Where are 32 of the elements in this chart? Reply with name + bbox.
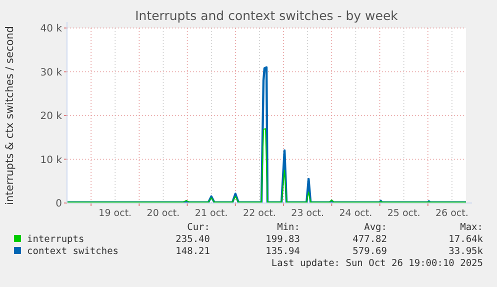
text: 235.40 [176,234,210,245]
line-series [66,66,468,204]
text: Min: [277,222,300,233]
line-series [66,128,466,203]
text: 17.64k [448,234,484,245]
text: Max: [460,222,483,233]
x-tick-label: 22 oct. [243,208,276,219]
chart-title: Interrupts and context switches - by week [135,8,399,23]
x-tick-label: 19 oct. [98,208,132,219]
legend-label: interrupts [27,234,84,245]
text: 135.94 [266,246,300,257]
x-tick-label: 21 oct. [194,208,228,219]
text: Avg: [364,222,387,233]
text: 199.83 [266,234,300,245]
legend-label: context switches [27,246,119,257]
text: 148.21 [176,246,210,257]
text: 477.82 [352,234,387,245]
y-tick-label: 40 k [40,24,62,34]
y-tick-label: 30 k [40,67,62,78]
x-tick-label: 23 oct. [291,208,324,219]
x-tick-label: 25 oct. [387,208,420,219]
x-tick-label: 26 oct. [436,208,468,219]
y-tick-label: 10 k [40,154,62,166]
y-axis-title: interrupts & ctx switches / second [4,26,16,205]
x-tick-label: 24 oct. [339,208,372,219]
y-tick-label: 0 [56,198,62,210]
text: 579.69 [352,246,388,257]
y-tick-label: 20 k [40,111,62,122]
text: Cur: [187,222,210,233]
x-tick-label: 20 oct. [146,208,180,219]
text: Last update: Sun Oct 26 19:00:10 2025 [271,258,483,269]
text: 33.95k [448,246,484,257]
